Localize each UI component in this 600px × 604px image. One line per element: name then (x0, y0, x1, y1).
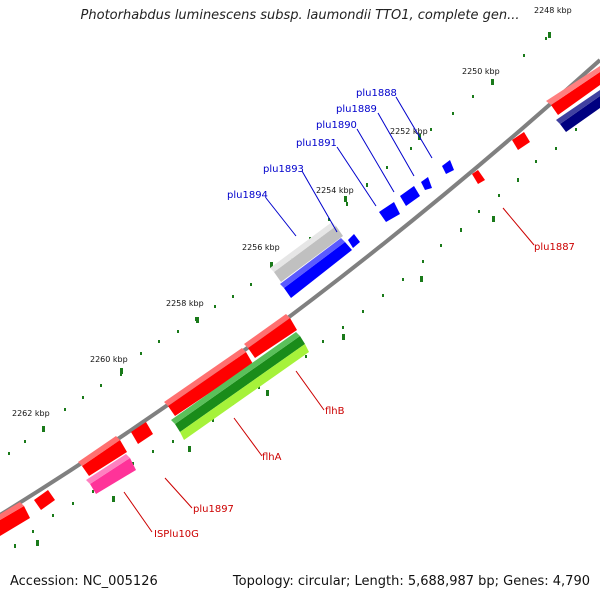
gene-feature-green[interactable] (175, 336, 305, 432)
gene-feature-red[interactable] (82, 440, 127, 476)
gene-label-plu1890[interactable]: plu1890 (316, 120, 357, 131)
gene-feature-red-top (244, 314, 290, 348)
gene-label-plu1887[interactable]: plu1887 (534, 242, 575, 253)
gene-label-plu1893[interactable]: plu1893 (263, 164, 304, 175)
scale-label: 2248 kbp (534, 6, 572, 15)
scale-label: 2258 kbp (166, 299, 204, 308)
gene-feature-blue[interactable] (400, 186, 420, 206)
gene-feature-red[interactable] (168, 352, 253, 416)
red-gene-labels: plu1887 flhB flhA plu1897 ISPlu10G (154, 242, 575, 540)
gene-feature-blue[interactable] (284, 242, 352, 298)
gene-label-plu1894[interactable]: plu1894 (227, 190, 268, 201)
scale-label: 2262 kbp (12, 409, 50, 418)
gene-feature-red[interactable] (248, 318, 297, 358)
accession-text: Accession: NC_005126 (10, 574, 158, 589)
blue-gene-labels: plu1888 plu1889 plu1890 plu1891 plu1893 … (227, 88, 397, 201)
gene-feature-red[interactable] (472, 170, 485, 184)
gene-label-ISPlu10G[interactable]: ISPlu10G (154, 529, 199, 540)
gene-feature-red[interactable] (0, 506, 30, 536)
map-title: Photorhabdus luminescens subsp. laumondi… (80, 8, 520, 23)
gene-feature-pink-top (86, 454, 130, 484)
gene-label-plu1897[interactable]: plu1897 (193, 504, 234, 515)
scale-label: 2250 kbp (462, 67, 500, 76)
gene-feature-navy-top (556, 90, 600, 124)
scale-label: 2256 kbp (242, 243, 280, 252)
gene-label-flhA[interactable]: flhA (262, 452, 282, 463)
gene-feature-red-top (546, 66, 600, 105)
gene-feature-red[interactable] (512, 132, 530, 150)
gene-feature-red-top (78, 436, 120, 466)
gene-feature-pink[interactable] (90, 458, 136, 494)
gene-label-plu1889[interactable]: plu1889 (336, 104, 377, 115)
gene-feature-grey-top (270, 222, 336, 272)
gene-feature-grey[interactable] (274, 226, 343, 282)
gene-features[interactable] (0, 66, 600, 536)
gene-feature-red[interactable] (34, 490, 55, 510)
gene-label-plu1888[interactable]: plu1888 (356, 88, 397, 99)
scale-labels: 2248 kbp 2250 kbp 2252 kbp 2254 kbp 2256… (12, 6, 572, 418)
gene-feature-blue[interactable] (348, 234, 360, 248)
gene-feature-red[interactable] (551, 72, 600, 115)
gene-feature-lime[interactable] (180, 344, 309, 440)
gene-feature-blue[interactable] (442, 160, 454, 174)
scale-label: 2252 kbp (390, 127, 428, 136)
scale-label: 2254 kbp (316, 186, 354, 195)
gene-feature-green-top (171, 332, 300, 424)
major-tick-marks (36, 32, 551, 546)
gene-feature-blue-top (280, 238, 345, 288)
gene-feature-blue[interactable] (421, 177, 432, 190)
gene-label-flhB[interactable]: flhB (325, 406, 345, 417)
scale-label: 2260 kbp (90, 355, 128, 364)
gene-feature-red-top (0, 502, 24, 520)
gene-label-plu1891[interactable]: plu1891 (296, 138, 337, 149)
blue-leader-lines (265, 96, 433, 237)
genome-summary-text: Topology: circular; Length: 5,688,987 bp… (232, 574, 590, 589)
red-leader-lines (123, 207, 535, 533)
gene-feature-red[interactable] (131, 422, 153, 444)
gene-feature-blue[interactable] (379, 202, 400, 222)
gene-feature-navy[interactable] (560, 96, 600, 132)
gene-feature-red-top (164, 348, 246, 406)
